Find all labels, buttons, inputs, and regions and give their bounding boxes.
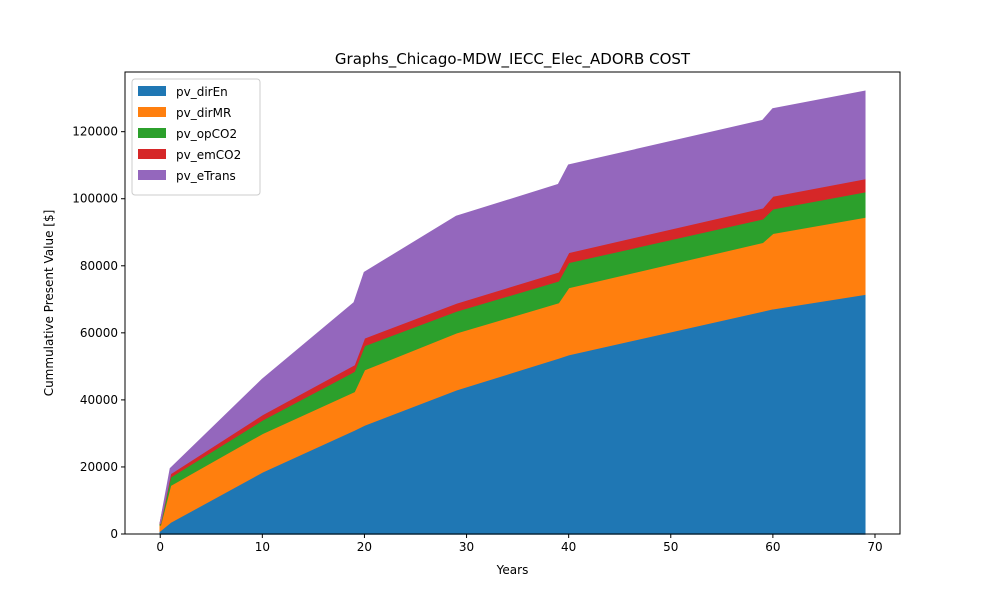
x-tick-label: 40 <box>561 540 576 554</box>
legend-label: pv_eTrans <box>176 169 236 183</box>
x-tick-label: 0 <box>156 540 164 554</box>
legend-swatch <box>138 107 166 117</box>
y-tick-label: 60000 <box>80 326 118 340</box>
area-pv-eTrans <box>159 90 866 524</box>
legend: pv_dirEn pv_dirMR pv_opCO2 pv_emCO2 pv_eTran… <box>131 78 261 196</box>
legend-swatch <box>138 86 166 96</box>
legend-label: pv_dirMR <box>176 106 231 120</box>
y-tick-label: 40000 <box>80 393 118 407</box>
x-axis-ticks: 0 10 20 30 40 50 60 70 <box>156 534 883 554</box>
x-tick-label: 50 <box>663 540 678 554</box>
x-tick-label: 10 <box>255 540 270 554</box>
x-axis-label: Years <box>496 563 529 577</box>
plot-frame <box>124 71 901 535</box>
legend-label: pv_dirEn <box>176 85 228 99</box>
y-tick-label: 0 <box>110 527 118 541</box>
y-tick-label: 80000 <box>80 259 118 273</box>
x-tick-label: 70 <box>867 540 882 554</box>
x-tick-label: 30 <box>459 540 474 554</box>
legend-swatch <box>138 128 166 138</box>
x-tick-label: 60 <box>765 540 780 554</box>
legend-swatch <box>138 170 166 180</box>
legend-swatch <box>138 149 166 159</box>
y-tick-label: 120000 <box>72 125 118 139</box>
chart-title: Graphs_Chicago-MDW_IECC_Elec_ADORB COST <box>335 50 691 69</box>
legend-label: pv_opCO2 <box>176 127 237 141</box>
legend-label: pv_emCO2 <box>176 148 241 162</box>
x-tick-label: 20 <box>357 540 372 554</box>
y-tick-label: 20000 <box>80 460 118 474</box>
y-axis-label: Cummulative Present Value [$] <box>42 210 56 397</box>
y-axis-ticks: 0 20000 40000 60000 80000 100000 120000 <box>72 125 125 541</box>
y-tick-label: 100000 <box>72 192 118 206</box>
